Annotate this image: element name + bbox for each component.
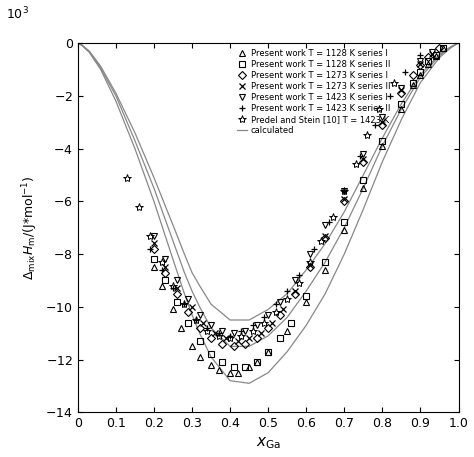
Legend: Present work T = 1128 K series I, Present work T = 1128 K series II, Present wor: Present work T = 1128 K series I, Presen…: [236, 47, 392, 137]
Text: 10$^3$: 10$^3$: [6, 5, 28, 22]
X-axis label: $x_\mathrm{Ga}$: $x_\mathrm{Ga}$: [255, 436, 281, 452]
Y-axis label: $\Delta_\mathrm{mix}H_\mathrm{m}$/(J*mol$^{-1}$): $\Delta_\mathrm{mix}H_\mathrm{m}$/(J*mol…: [20, 175, 40, 280]
